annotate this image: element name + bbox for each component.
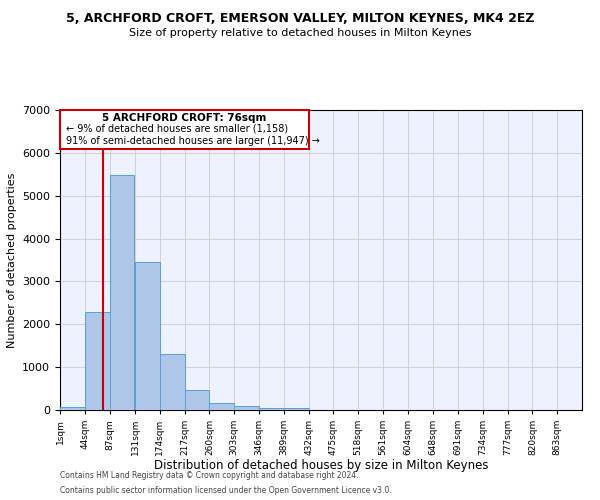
Bar [60,406,85,410]
Text: Distribution of detached houses by size in Milton Keynes: Distribution of detached houses by size … [154,458,488,471]
Text: Contains public sector information licensed under the Open Government Licence v3: Contains public sector information licen… [60,486,392,495]
Bar [209,404,234,410]
FancyBboxPatch shape [60,110,308,150]
Text: 5, ARCHFORD CROFT, EMERSON VALLEY, MILTON KEYNES, MK4 2EZ: 5, ARCHFORD CROFT, EMERSON VALLEY, MILTO… [66,12,534,26]
Text: 91% of semi-detached houses are larger (11,947) →: 91% of semi-detached houses are larger (… [66,136,320,146]
Bar [284,408,308,410]
Text: ← 9% of detached houses are smaller (1,158): ← 9% of detached houses are smaller (1,1… [66,124,288,134]
Bar [110,175,134,410]
Bar [259,408,284,410]
Bar [185,390,209,410]
Bar [85,312,110,410]
Text: 5 ARCHFORD CROFT: 76sqm: 5 ARCHFORD CROFT: 76sqm [102,112,266,122]
Bar [234,406,259,410]
Text: Size of property relative to detached houses in Milton Keynes: Size of property relative to detached ho… [129,28,471,38]
Bar [135,262,160,410]
Text: Contains HM Land Registry data © Crown copyright and database right 2024.: Contains HM Land Registry data © Crown c… [60,471,359,480]
Y-axis label: Number of detached properties: Number of detached properties [7,172,17,348]
Bar [160,354,185,410]
